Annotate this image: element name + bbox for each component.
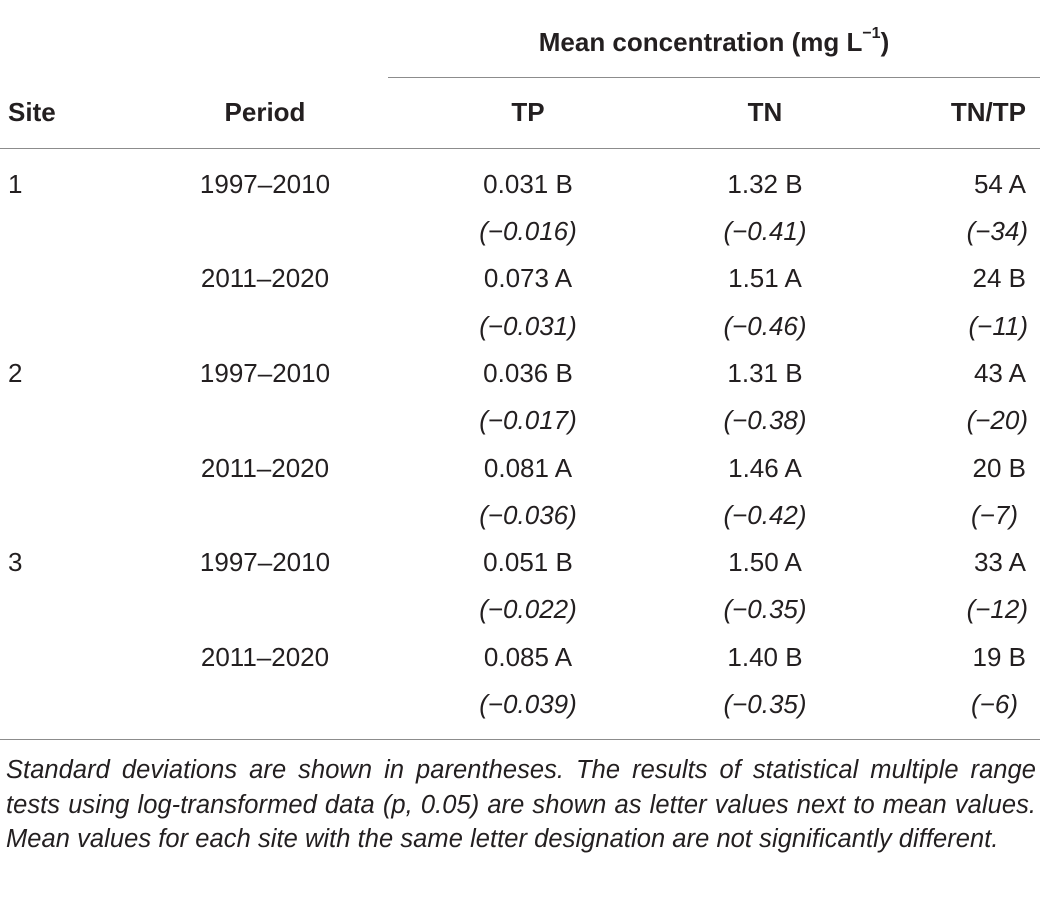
column-header-period: Period — [224, 97, 306, 127]
column-header-tn-tp: TN/TP — [950, 97, 1026, 127]
row-tp-mean: 0.051 B — [483, 547, 573, 577]
row-tn-tp-mean: 54 A — [973, 169, 1026, 199]
row-tn-tp-sd: (−7) — [971, 500, 1018, 530]
row-site: 3 — [8, 547, 23, 577]
row-tn-mean: 1.40 B — [727, 642, 803, 672]
row-tn-tp-sd: (−6) — [971, 689, 1018, 719]
row-site: 2 — [8, 358, 23, 388]
row-tp-sd: (−0.036) — [479, 500, 577, 530]
row-tn-mean: 1.46 A — [728, 453, 802, 483]
row-tp-sd: (−0.039) — [479, 689, 577, 719]
row-tn-tp-mean: 24 B — [972, 263, 1027, 293]
row-tn-mean: 1.31 B — [727, 358, 803, 388]
row-tn-tp-sd: (−34) — [966, 216, 1028, 246]
group-header-label: Mean concentration (mg L — [538, 27, 863, 57]
row-tn-tp-sd: (−11) — [968, 311, 1029, 341]
header-bottom-rule — [0, 148, 1040, 149]
row-tn-sd: (−0.41) — [723, 216, 807, 246]
row-tp-mean: 0.031 B — [483, 169, 573, 199]
row-tp-sd: (−0.022) — [479, 594, 577, 624]
row-tn-sd: (−0.38) — [723, 405, 807, 435]
row-period: 1997–2010 — [199, 169, 331, 199]
row-site: 1 — [8, 169, 23, 199]
row-tn-tp-mean: 33 A — [973, 547, 1026, 577]
row-tp-sd: (−0.016) — [479, 216, 577, 246]
table-bottom-rule — [0, 739, 1040, 740]
row-period: 2011–2020 — [200, 453, 330, 483]
row-tn-tp-mean: 19 B — [972, 642, 1027, 672]
row-tp-mean: 0.073 A — [483, 263, 573, 293]
row-tn-sd: (−0.35) — [723, 689, 807, 719]
row-tn-tp-mean: 43 A — [973, 358, 1026, 388]
row-tn-mean: 1.51 A — [728, 263, 802, 293]
row-tn-sd: (−0.46) — [723, 311, 807, 341]
row-period: 2011–2020 — [200, 263, 330, 293]
row-tp-sd: (−0.017) — [479, 405, 577, 435]
row-tn-mean: 1.32 B — [727, 169, 803, 199]
row-tp-sd: (−0.031) — [479, 311, 577, 341]
table-footnote: Standard deviations are shown in parenth… — [6, 756, 1036, 853]
row-tn-tp-sd: (−12) — [966, 594, 1028, 624]
row-tp-mean: 0.085 A — [483, 642, 573, 672]
column-header-tn: TN — [747, 97, 783, 127]
group-header-close: ) — [880, 27, 890, 57]
group-header-rule — [388, 77, 1040, 78]
row-tn-sd: (−0.35) — [723, 594, 807, 624]
row-period: 2011–2020 — [200, 642, 330, 672]
row-period: 1997–2010 — [199, 358, 331, 388]
row-tn-tp-sd: (−20) — [966, 405, 1028, 435]
row-tn-sd: (−0.42) — [723, 500, 807, 530]
row-tn-mean: 1.50 A — [728, 547, 802, 577]
row-tp-mean: 0.081 A — [483, 453, 573, 483]
row-tp-mean: 0.036 B — [483, 358, 573, 388]
group-header: Mean concentration (mg L−1) — [388, 25, 1040, 57]
column-header-tp: TP — [511, 97, 545, 127]
group-header-unit-exponent: −1 — [862, 25, 881, 43]
row-period: 1997–2010 — [199, 547, 331, 577]
column-header-site: Site — [8, 97, 56, 127]
row-tn-tp-mean: 20 B — [972, 453, 1027, 483]
